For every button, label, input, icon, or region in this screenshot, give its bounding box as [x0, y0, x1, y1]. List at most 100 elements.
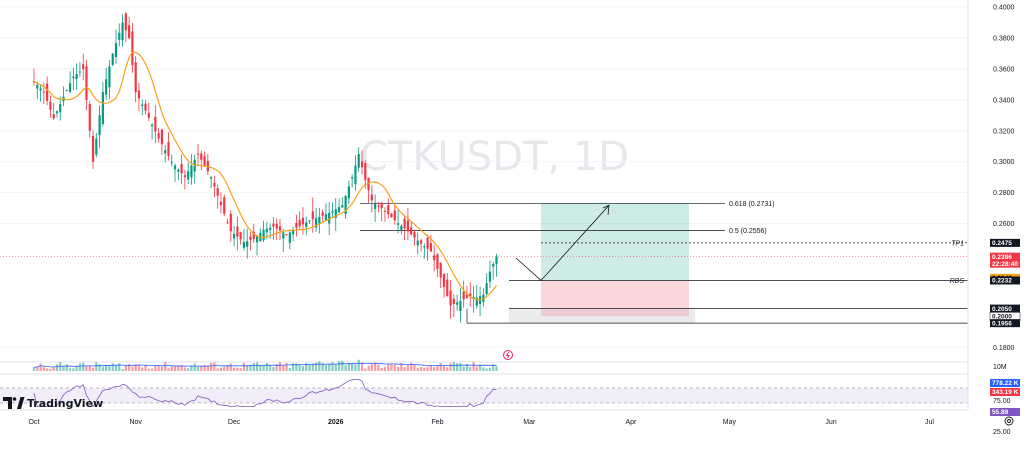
- volume-bar: [351, 363, 354, 371]
- candle-body: [39, 88, 42, 91]
- volume-bar: [131, 366, 134, 371]
- candle-body: [282, 232, 285, 239]
- candle-body: [442, 273, 446, 287]
- candle-body: [203, 156, 206, 166]
- volume-bar: [46, 368, 49, 371]
- candle-body: [285, 234, 288, 236]
- price-axis[interactable]: 0.4000 0.3800 0.3600 0.3400 0.3200 0.3000 0.28…: [967, 0, 1021, 436]
- volume-bar: [183, 367, 186, 371]
- candle-body: [357, 153, 360, 168]
- y-tick-label: 0.3600: [993, 66, 1015, 73]
- volume-bar: [436, 365, 439, 371]
- volume-bar: [478, 364, 482, 371]
- candle-body: [213, 182, 216, 187]
- candle-body: [383, 211, 387, 213]
- volume-bar: [318, 361, 321, 371]
- candle-body: [177, 169, 180, 172]
- volume-bar: [65, 364, 68, 371]
- volume-bar: [249, 364, 252, 371]
- volume-bar: [305, 363, 308, 371]
- volume-scale-label: 10M: [993, 364, 1007, 371]
- volume-bar: [387, 363, 390, 371]
- candle-body: [314, 218, 318, 228]
- x-tick-label: Oct: [29, 419, 40, 426]
- volume-bar: [360, 362, 364, 371]
- volume-bar: [72, 368, 75, 371]
- candle-body: [328, 212, 331, 224]
- candle-body: [354, 165, 357, 185]
- volume-bar: [328, 364, 331, 371]
- y-tick-label: 0.3200: [993, 128, 1015, 135]
- candle-body: [459, 300, 462, 312]
- volume-bar: [59, 362, 62, 371]
- candle-body: [147, 112, 150, 118]
- y-tick-label: 0.3400: [993, 97, 1015, 104]
- volume-bar: [288, 367, 291, 371]
- level-lines[interactable]: 0.618 (0.2731) 0.5 (0.2556) TP1 RBS: [0, 201, 968, 324]
- support-zone: [509, 308, 695, 324]
- tradingview-logo: TradingView: [3, 397, 103, 410]
- time-axis[interactable]: Oct Nov Dec 2026 Feb Mar Apr May Jun Jul: [0, 409, 1014, 426]
- volume-bar: [334, 364, 337, 371]
- volume-bar: [475, 366, 478, 371]
- volume-ma-line: [33, 362, 497, 368]
- volume-bar: [367, 365, 370, 371]
- x-tick-label: May: [723, 419, 737, 426]
- rsi-line: [33, 378, 497, 408]
- level-label: 0.618 (0.2731): [729, 201, 775, 208]
- volume-bar: [406, 364, 410, 371]
- volume-bar: [160, 366, 164, 371]
- volume-bar: [91, 367, 95, 371]
- volume-bar: [298, 365, 301, 371]
- x-tick-label: Feb: [431, 419, 443, 426]
- long-position-tool[interactable]: [509, 203, 695, 324]
- volume-bar: [82, 362, 85, 371]
- volume-bar: [439, 362, 442, 371]
- projection-arrows[interactable]: [503, 204, 610, 360]
- candle-body: [242, 242, 246, 248]
- candle-body: [419, 240, 423, 244]
- volume-bar: [32, 367, 36, 371]
- volume-bar: [337, 361, 341, 371]
- candle-body: [413, 232, 416, 238]
- candle-body: [416, 240, 419, 246]
- volume-bar: [311, 363, 314, 371]
- volume-bar: [347, 363, 350, 371]
- volume-bar: [236, 367, 239, 371]
- sma-line: [33, 51, 497, 301]
- volume-bar: [262, 365, 265, 371]
- price-tag: 0.2050: [992, 306, 1012, 313]
- candle-body: [229, 213, 232, 232]
- volume-bar: [465, 363, 469, 371]
- volume-bar: [380, 367, 383, 371]
- volume-tag-bg: [990, 379, 1020, 387]
- rsi-lower-label: 25.00: [993, 429, 1011, 436]
- candle-body: [200, 153, 203, 160]
- volume-bar: [210, 362, 213, 371]
- volume-bar: [416, 367, 419, 371]
- symbol-watermark: CTKUSDT, 1D: [360, 134, 629, 180]
- volume-pane: [0, 359, 968, 371]
- volume-bar: [55, 364, 59, 371]
- volume-bar: [101, 366, 104, 371]
- candle-body: [367, 177, 370, 191]
- y-tick-label: 0.1800: [993, 345, 1015, 352]
- candle-body: [446, 279, 449, 297]
- rsi-tag-bg: [990, 408, 1020, 416]
- volume-bar: [88, 365, 91, 371]
- volume-bar: [324, 365, 328, 371]
- candle-body: [68, 83, 72, 92]
- candle-body: [374, 202, 377, 209]
- volume-bar: [374, 362, 377, 371]
- volume-bar: [124, 365, 127, 371]
- volume-bar: [252, 363, 255, 371]
- candle-body: [469, 293, 472, 297]
- candle-body: [305, 222, 308, 227]
- candle-body: [403, 218, 406, 229]
- candle-body: [439, 263, 442, 278]
- candles: [32, 12, 498, 323]
- price-tag-bg: [990, 238, 1020, 247]
- volume-bar: [272, 367, 275, 371]
- volume-bar: [482, 367, 485, 371]
